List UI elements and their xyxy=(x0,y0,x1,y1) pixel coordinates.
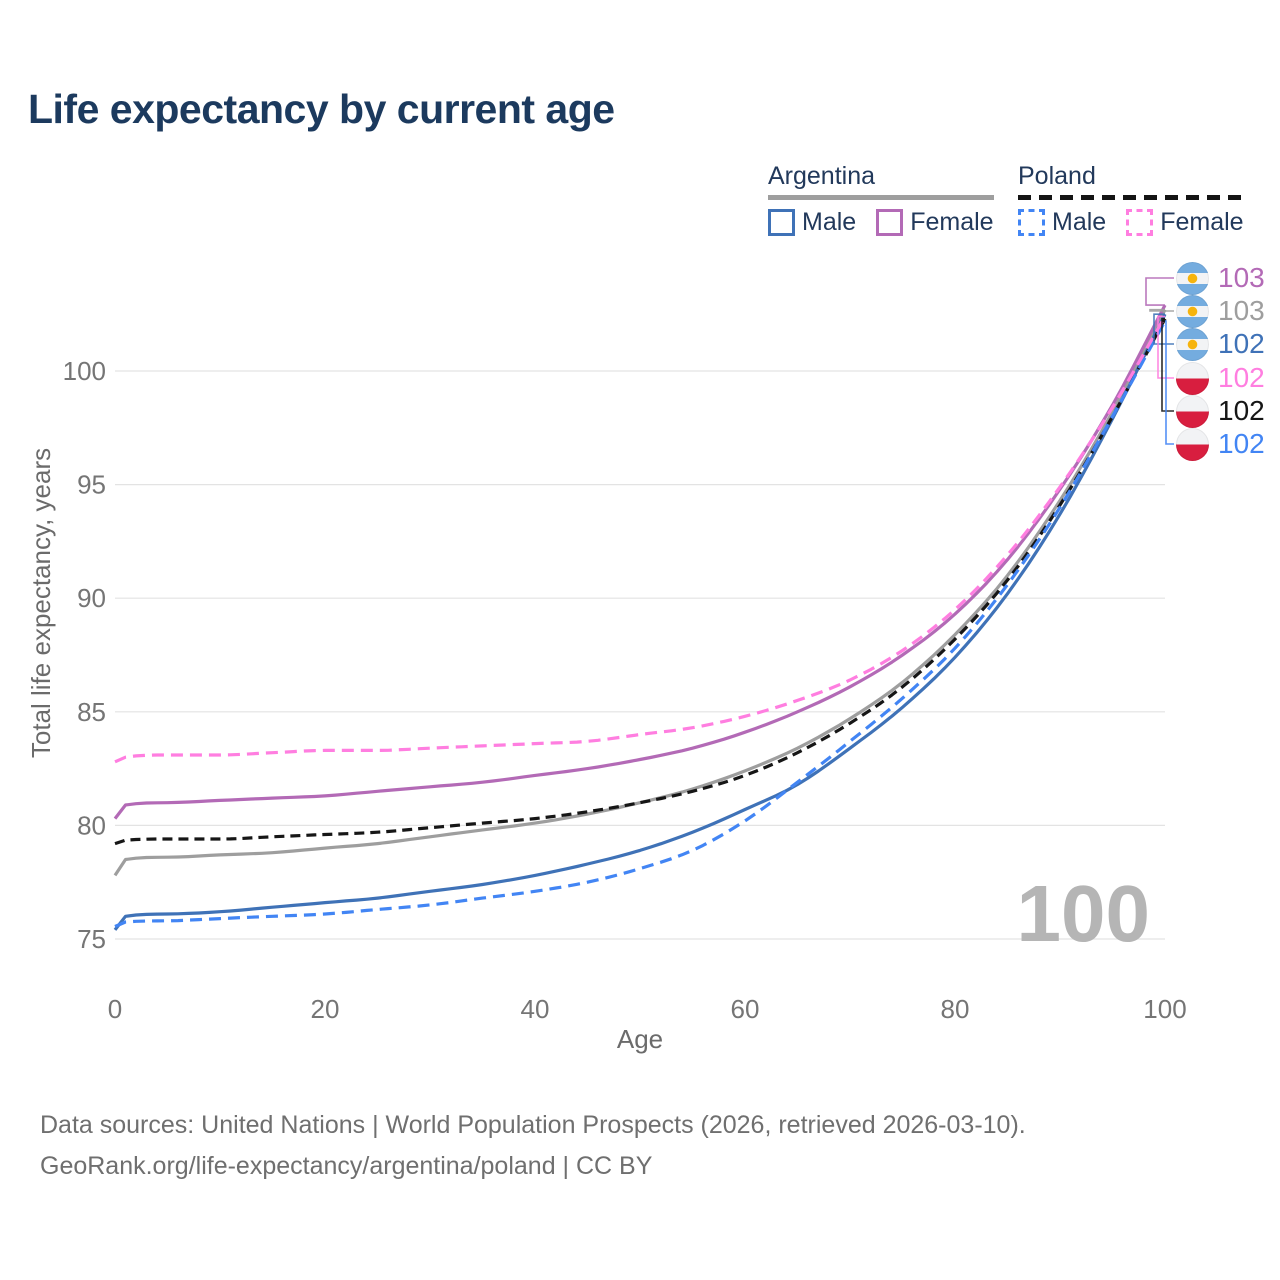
legend-label-argentina-male: Male xyxy=(802,208,857,236)
legend-label-poland-female: Female xyxy=(1160,208,1244,236)
end-label-connector-poland-total xyxy=(1161,317,1174,412)
y-axis-title: Total life expectancy, years xyxy=(26,448,56,758)
legend-group-poland: Poland Male Female xyxy=(1018,162,1244,237)
end-label-connector-argentina-female xyxy=(1145,277,1174,306)
x-axis-title: Age xyxy=(617,1024,663,1054)
end-label-row-poland-male: 102 xyxy=(1176,427,1265,461)
x-tick-label-40: 40 xyxy=(521,994,550,1024)
legend-heading-poland: Poland xyxy=(1018,162,1096,190)
x-tick-label-0: 0 xyxy=(108,994,122,1024)
poland-flag-icon xyxy=(1176,427,1209,461)
legend-item-poland-male[interactable]: Male xyxy=(1018,208,1106,237)
end-label-row-poland-female: 102 xyxy=(1176,361,1265,395)
legend-group-argentina: Argentina Male Female xyxy=(768,162,994,237)
legend-swatch-argentina-male-icon xyxy=(768,209,795,236)
legend-swatch-poland-male-icon xyxy=(1018,209,1045,236)
x-tick-label-80: 80 xyxy=(941,994,970,1024)
footer-attribution: GeoRank.org/life-expectancy/argentina/po… xyxy=(40,1152,653,1180)
end-label-value-poland-total: 102 xyxy=(1218,395,1265,426)
argentina-flag-icon xyxy=(1176,261,1209,295)
poland-flag-icon xyxy=(1176,394,1209,428)
argentina-flag-icon xyxy=(1176,294,1209,328)
y-tick-label-75: 75 xyxy=(77,924,106,954)
x-tick-label-60: 60 xyxy=(731,994,760,1024)
legend-heading-argentina: Argentina xyxy=(768,162,876,190)
end-label-connector-argentina-male xyxy=(1153,313,1174,345)
chart-title: Life expectancy by current age xyxy=(28,86,615,132)
age-frame-watermark: 100 xyxy=(1017,869,1150,958)
y-tick-label-90: 90 xyxy=(77,583,106,613)
end-label-connector-poland-male xyxy=(1165,320,1174,445)
poland-flag-icon xyxy=(1176,361,1209,395)
legend-item-argentina-female[interactable]: Female xyxy=(876,208,994,237)
legend-item-argentina-male[interactable]: Male xyxy=(768,208,856,237)
legend-items-poland: Male Female xyxy=(1018,208,1244,237)
series-line-argentina-male xyxy=(113,313,1167,931)
y-tick-label-80: 80 xyxy=(77,810,106,840)
end-label-row-poland-total: 102 xyxy=(1176,394,1265,428)
series-line-argentina-total xyxy=(113,308,1167,877)
footer: Data sources: United Nations | World Pop… xyxy=(40,1105,1026,1187)
end-label-value-poland-male: 102 xyxy=(1218,428,1265,459)
legend-swatch-argentina-female-icon xyxy=(876,209,904,236)
legend-swatch-poland-female-icon xyxy=(1126,209,1154,236)
end-label-value-poland-female: 102 xyxy=(1218,362,1265,393)
end-label-value-argentina-male: 102 xyxy=(1218,328,1265,359)
series-line-poland-male xyxy=(114,320,1167,928)
series-line-poland-female xyxy=(114,315,1167,764)
end-label-row-argentina-female: 103 xyxy=(1176,261,1265,295)
end-label-value-argentina-female: 103 xyxy=(1218,262,1265,293)
x-tick-label-100: 100 xyxy=(1143,994,1186,1024)
argentina-flag-icon xyxy=(1176,327,1209,361)
legend-item-poland-female[interactable]: Female xyxy=(1126,208,1244,237)
end-label-row-argentina-male: 102 xyxy=(1176,327,1265,361)
series-line-argentina-female xyxy=(113,304,1167,820)
end-label-row-argentina-total: 103 xyxy=(1176,294,1265,328)
end-label-connector-argentina-total xyxy=(1149,308,1174,312)
y-tick-label-85: 85 xyxy=(77,697,106,727)
footer-data-sources: Data sources: United Nations | World Pop… xyxy=(40,1111,1026,1139)
legend-underline-poland-dashed xyxy=(1018,195,1244,200)
legend-label-argentina-female: Female xyxy=(910,208,994,236)
y-tick-label-95: 95 xyxy=(77,470,106,500)
legend-label-poland-male: Male xyxy=(1052,208,1107,236)
y-tick-label-100: 100 xyxy=(63,356,106,386)
legend-items-argentina: Male Female xyxy=(768,208,994,237)
legend-underline-argentina-solid xyxy=(768,195,994,200)
series-line-poland-total xyxy=(114,317,1167,846)
x-tick-label-20: 20 xyxy=(311,994,340,1024)
end-label-value-argentina-total: 103 xyxy=(1218,295,1265,326)
